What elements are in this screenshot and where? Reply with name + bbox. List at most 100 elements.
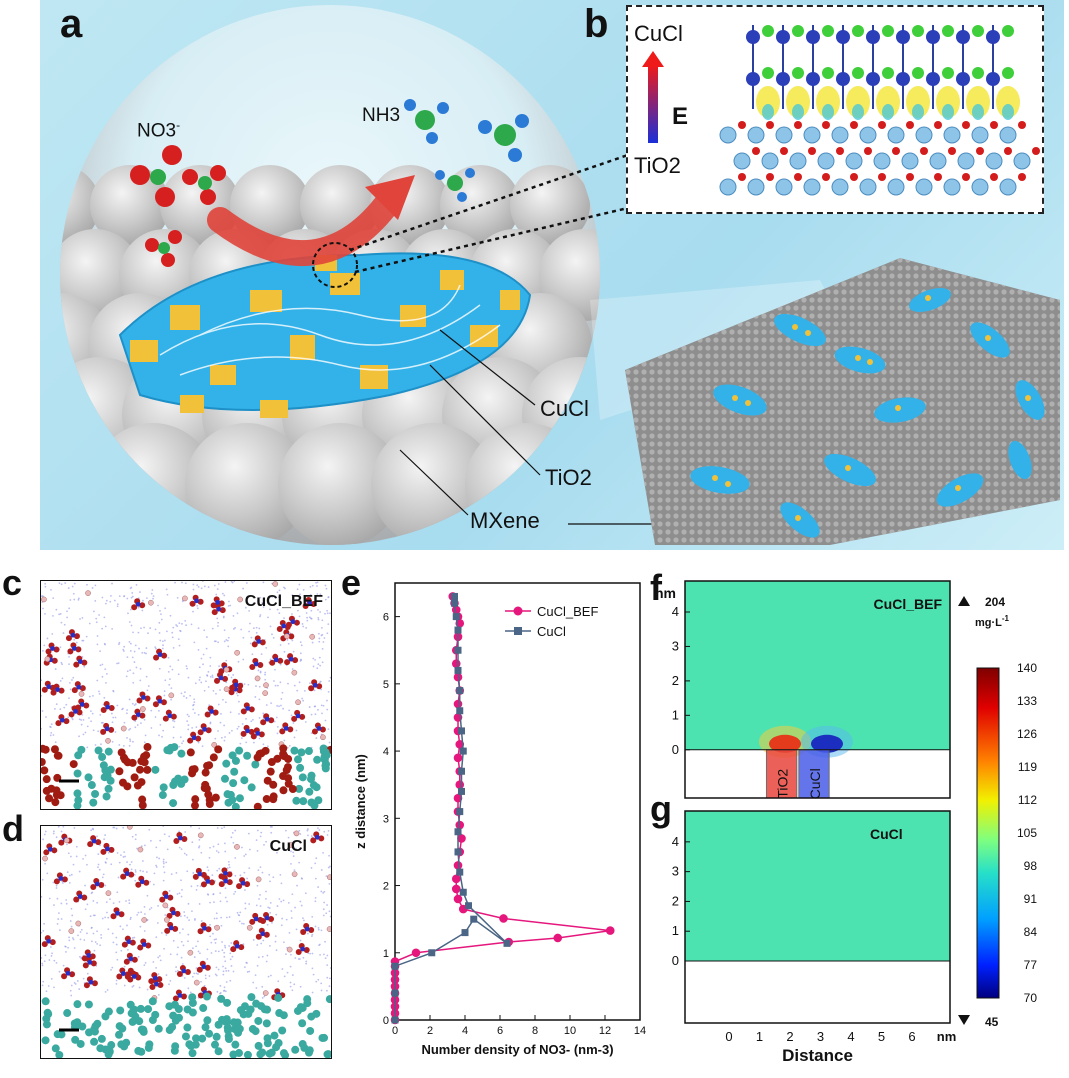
o-atom bbox=[295, 949, 302, 956]
water-dot bbox=[170, 698, 172, 701]
water-dot bbox=[137, 606, 140, 609]
substrate-atom bbox=[278, 1026, 287, 1035]
water-dot bbox=[137, 911, 140, 914]
water-dot bbox=[262, 606, 265, 608]
water-dot bbox=[291, 594, 294, 597]
ion bbox=[141, 917, 148, 923]
legend-label: CuCl bbox=[537, 624, 566, 639]
o-atom bbox=[53, 646, 60, 653]
cu-atom bbox=[776, 72, 790, 86]
water-dot bbox=[259, 835, 262, 838]
n-atom bbox=[281, 623, 287, 629]
water-dot bbox=[94, 744, 97, 746]
water-dot bbox=[256, 600, 259, 602]
water-dot bbox=[191, 975, 194, 978]
n-atom bbox=[55, 687, 60, 693]
water-dot bbox=[155, 864, 157, 867]
water-dot bbox=[155, 866, 158, 868]
ion bbox=[272, 581, 279, 587]
water-dot bbox=[45, 716, 47, 718]
water-dot bbox=[143, 930, 146, 932]
water-dot bbox=[203, 689, 206, 692]
water-dot bbox=[67, 716, 70, 719]
legend-marker bbox=[513, 606, 523, 616]
water-dot bbox=[322, 914, 325, 917]
o-atom bbox=[181, 835, 188, 842]
x-axis-label: Distance bbox=[782, 1046, 853, 1065]
substrate-atom bbox=[143, 743, 152, 752]
charge-density bbox=[792, 104, 804, 120]
substrate-atom bbox=[50, 745, 59, 754]
water-dot bbox=[248, 903, 251, 905]
water-dot bbox=[104, 916, 107, 919]
water-dot bbox=[52, 830, 55, 833]
ti-atom bbox=[845, 152, 863, 170]
water-dot bbox=[131, 702, 134, 705]
point-CuCl bbox=[454, 626, 462, 634]
substrate-atom bbox=[298, 773, 307, 782]
water-dot bbox=[317, 708, 319, 711]
water-dot bbox=[41, 878, 44, 881]
water-dot bbox=[159, 959, 162, 962]
water-dot bbox=[82, 857, 84, 860]
water-dot bbox=[113, 599, 116, 602]
water-dot bbox=[270, 702, 273, 705]
water-dot bbox=[250, 720, 253, 723]
o-atom bbox=[83, 702, 90, 709]
water-dot bbox=[223, 842, 226, 845]
water-dot bbox=[55, 608, 58, 611]
water-dot bbox=[275, 913, 278, 916]
point-CuCl bbox=[456, 868, 464, 876]
water-dot bbox=[260, 653, 263, 655]
o-atom bbox=[259, 639, 266, 646]
no3-molecule bbox=[182, 165, 226, 205]
o-atom bbox=[780, 147, 788, 155]
ti-atom bbox=[747, 178, 765, 196]
water-dot bbox=[259, 866, 262, 869]
point-CuCl_BEF bbox=[457, 834, 466, 843]
o-atom bbox=[310, 837, 317, 844]
o-atom bbox=[1018, 173, 1026, 181]
cl-atom bbox=[762, 25, 774, 37]
ion bbox=[187, 949, 194, 956]
water-dot bbox=[292, 722, 295, 724]
water-dot bbox=[198, 679, 201, 681]
water-dot bbox=[94, 584, 97, 587]
water-dot bbox=[265, 704, 268, 706]
water-dot bbox=[324, 940, 326, 943]
water-dot bbox=[206, 866, 209, 868]
water-dot bbox=[152, 961, 155, 963]
water-dot bbox=[61, 882, 64, 884]
ion bbox=[68, 928, 75, 934]
water-dot bbox=[210, 941, 213, 944]
water-dot bbox=[60, 621, 63, 624]
substrate-atom bbox=[151, 765, 160, 774]
o-atom bbox=[197, 928, 204, 935]
cl-atom bbox=[852, 25, 864, 37]
water-dot bbox=[328, 854, 330, 857]
point-CuCl_BEF bbox=[451, 884, 461, 894]
water-dot bbox=[269, 901, 272, 904]
water-dot bbox=[59, 646, 62, 649]
water-dot bbox=[279, 681, 282, 684]
substrate-atom bbox=[43, 1008, 52, 1017]
water-dot bbox=[78, 597, 80, 600]
water-dot bbox=[217, 851, 220, 854]
substrate-atom bbox=[253, 802, 262, 809]
water-dot bbox=[276, 851, 278, 854]
water-dot bbox=[245, 961, 248, 964]
water-dot bbox=[310, 609, 313, 612]
water-dot bbox=[176, 969, 179, 972]
water-dot bbox=[327, 866, 330, 869]
water-dot bbox=[291, 668, 294, 670]
ion bbox=[237, 596, 244, 603]
water-dot bbox=[242, 943, 245, 946]
water-dot bbox=[124, 855, 126, 858]
x-tick-label: 4 bbox=[847, 1029, 854, 1044]
substrate-atom bbox=[158, 791, 167, 800]
water-dot bbox=[232, 841, 235, 844]
substrate-atom bbox=[247, 783, 256, 792]
water-dot bbox=[237, 660, 240, 663]
water-dot bbox=[139, 667, 142, 670]
o-atom bbox=[240, 730, 247, 737]
